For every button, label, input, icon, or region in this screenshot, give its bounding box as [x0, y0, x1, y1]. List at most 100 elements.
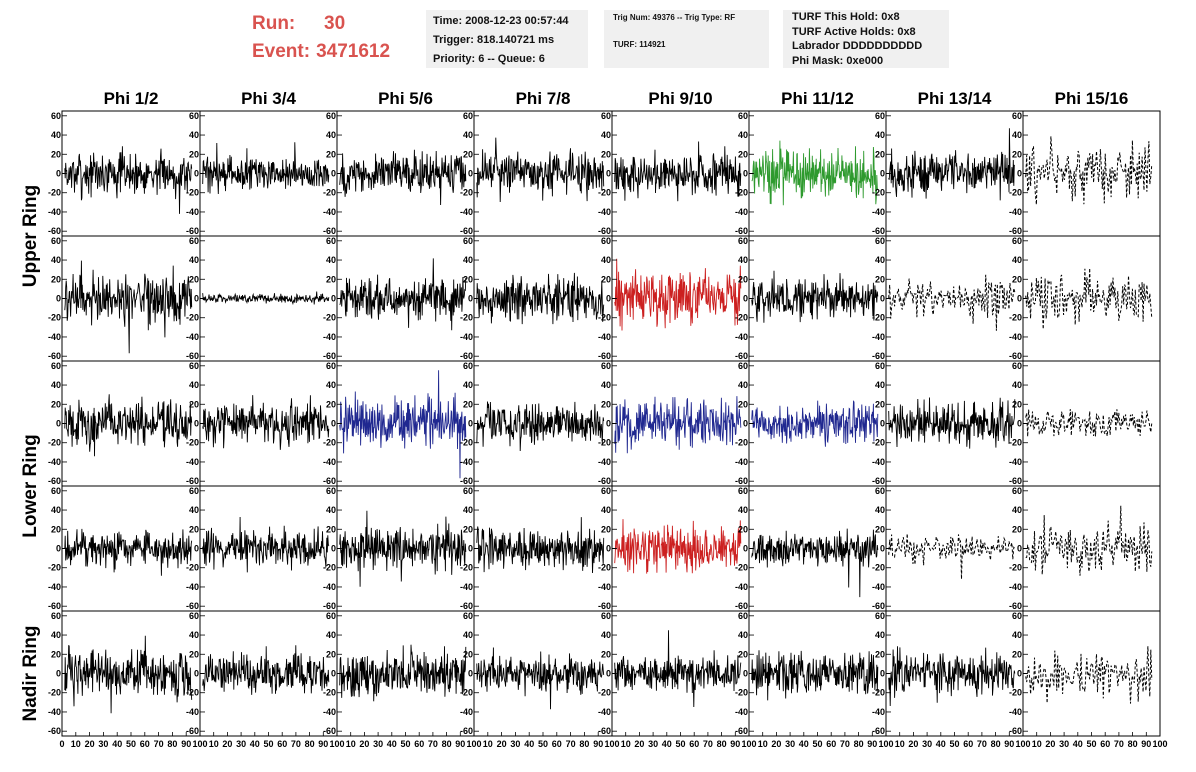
x-tick-label-c5-20: 20	[771, 739, 781, 749]
y-tick-label-r1-c5-40: 40	[738, 255, 748, 265]
y-tick-label-r4-c1--40: -40	[186, 707, 199, 717]
y-tick-label-r1-c0--60: -60	[48, 351, 61, 361]
x-tick-label-c4-20: 20	[634, 739, 644, 749]
y-tick-label-r0-c2-0: 0	[331, 169, 336, 179]
x-tick-label-c5-30: 30	[785, 739, 795, 749]
y-tick-label-r0-c1-20: 20	[189, 149, 199, 159]
y-tick-label-r4-c4-60: 60	[601, 611, 611, 621]
y-tick-label-r1-c3-40: 40	[463, 255, 473, 265]
y-tick-label-r2-c4--40: -40	[598, 457, 611, 467]
y-tick-label-r3-c7-20: 20	[1012, 524, 1022, 534]
y-tick-label-r0-c0--60: -60	[48, 226, 61, 236]
y-tick-label-r2-c1--20: -20	[186, 438, 199, 448]
y-tick-label-r0-c3-40: 40	[463, 130, 473, 140]
y-tick-label-r1-c7--60: -60	[1009, 351, 1022, 361]
y-tick-label-r3-c3-60: 60	[463, 486, 473, 496]
y-tick-label-r3-c5--20: -20	[735, 563, 748, 573]
y-tick-label-r3-c7-0: 0	[1017, 544, 1022, 554]
panel-r4-c7	[1022, 610, 1161, 737]
y-tick-label-r0-c1--20: -20	[186, 188, 199, 198]
waveform-r3-c5	[751, 528, 879, 598]
y-tick-label-r1-c4-20: 20	[601, 274, 611, 284]
waveform-r4-c2	[339, 644, 467, 702]
y-tick-label-r0-c3--40: -40	[460, 207, 473, 217]
y-tick-label-r1-c0--20: -20	[48, 313, 61, 323]
x-tick-label-c0-100: 100	[192, 739, 207, 749]
x-tick-label-c0-90: 90	[181, 739, 191, 749]
y-tick-label-r3-c0-0: 0	[56, 544, 61, 554]
y-tick-label-r4-c3-40: 40	[463, 630, 473, 640]
waveform-r3-c0	[64, 528, 193, 576]
x-tick-label-c3-80: 80	[579, 739, 589, 749]
y-tick-label-r2-c5--40: -40	[735, 457, 748, 467]
y-tick-label-r4-c0-20: 20	[51, 649, 61, 659]
y-tick-label-r0-c0-40: 40	[51, 130, 61, 140]
x-tick-label-c7-60: 60	[1100, 739, 1110, 749]
y-tick-label-r0-c5-60: 60	[738, 111, 748, 121]
x-tick-label-c3-70: 70	[566, 739, 576, 749]
y-tick-label-r1-c3--40: -40	[460, 332, 473, 342]
y-tick-label-r2-c5-40: 40	[738, 380, 748, 390]
y-tick-label-r4-c4--20: -20	[598, 688, 611, 698]
y-tick-label-r4-c7-0: 0	[1017, 669, 1022, 679]
y-tick-label-r1-c5-60: 60	[738, 236, 748, 246]
y-tick-label-r4-c6--20: -20	[872, 688, 885, 698]
y-tick-label-r3-c0--20: -20	[48, 563, 61, 573]
y-tick-label-r0-c0--40: -40	[48, 207, 61, 217]
x-tick-label-c2-80: 80	[442, 739, 452, 749]
y-tick-label-r2-c5--20: -20	[735, 438, 748, 448]
y-tick-label-r1-c3--20: -20	[460, 313, 473, 323]
y-tick-label-r3-c2--20: -20	[323, 563, 336, 573]
y-tick-label-r0-c5--20: -20	[735, 188, 748, 198]
y-tick-label-r1-c2--40: -40	[323, 332, 336, 342]
y-tick-label-r3-c2-0: 0	[331, 544, 336, 554]
x-tick-label-c7-40: 40	[1073, 739, 1083, 749]
y-tick-label-r3-c4-40: 40	[601, 505, 611, 515]
y-tick-label-r2-c5-0: 0	[743, 419, 748, 429]
y-tick-label-r0-c2-20: 20	[326, 149, 336, 159]
y-tick-label-r1-c1-20: 20	[189, 274, 199, 284]
y-tick-label-r1-c4-40: 40	[601, 255, 611, 265]
y-tick-label-r1-c5--40: -40	[735, 332, 748, 342]
y-tick-label-r1-c2-0: 0	[331, 294, 336, 304]
waveform-r2-c1	[202, 395, 330, 450]
y-tick-label-r3-c5--40: -40	[735, 582, 748, 592]
x-tick-label-c5-10: 10	[758, 739, 768, 749]
y-tick-label-r1-c7-0: 0	[1017, 294, 1022, 304]
y-tick-label-r2-c2-0: 0	[331, 419, 336, 429]
y-tick-label-r1-c3-20: 20	[463, 274, 473, 284]
y-tick-label-r3-c5-20: 20	[738, 524, 748, 534]
y-tick-label-r4-c2--60: -60	[323, 726, 336, 736]
row-label-nadir-ring: Nadir Ring	[20, 625, 41, 721]
y-tick-label-r0-c2-40: 40	[326, 130, 336, 140]
x-tick-label-c5-70: 70	[840, 739, 850, 749]
y-tick-label-r0-c4--60: -60	[598, 226, 611, 236]
y-tick-label-r0-c6--20: -20	[872, 188, 885, 198]
y-tick-label-r3-c7-40: 40	[1012, 505, 1022, 515]
x-tick-label-c4-90: 90	[730, 739, 740, 749]
y-tick-label-r1-c4-60: 60	[601, 236, 611, 246]
y-tick-label-r0-c3-20: 20	[463, 149, 473, 159]
x-tick-label-c7-90: 90	[1141, 739, 1151, 749]
y-tick-label-r1-c0--40: -40	[48, 332, 61, 342]
time-line: Time: 2008-12-23 00:57:44	[433, 15, 569, 27]
y-tick-label-r1-c7--40: -40	[1009, 332, 1022, 342]
x-tick-label-c4-40: 40	[662, 739, 672, 749]
y-tick-label-r2-c3-60: 60	[463, 361, 473, 371]
y-tick-label-r0-c7-40: 40	[1012, 130, 1022, 140]
waveform-r2-c0	[64, 394, 193, 457]
x-tick-label-c5-80: 80	[854, 739, 864, 749]
y-tick-label-r1-c0-20: 20	[51, 274, 61, 284]
x-tick-label-c1-60: 60	[277, 739, 287, 749]
x-tick-label-c6-50: 50	[949, 739, 959, 749]
y-tick-label-r4-c6-20: 20	[875, 649, 885, 659]
run-value: 30	[324, 13, 346, 34]
waveform-r2-c4	[614, 396, 742, 454]
x-tick-label-c2-60: 60	[414, 739, 424, 749]
x-tick-label-c3-40: 40	[524, 739, 534, 749]
y-tick-label-r3-c1--60: -60	[186, 601, 199, 611]
y-tick-label-r0-c3-60: 60	[463, 111, 473, 121]
y-tick-label-r0-c5-20: 20	[738, 149, 748, 159]
waveform-r2-c5	[751, 400, 879, 447]
y-tick-label-r2-c6-0: 0	[880, 419, 885, 429]
